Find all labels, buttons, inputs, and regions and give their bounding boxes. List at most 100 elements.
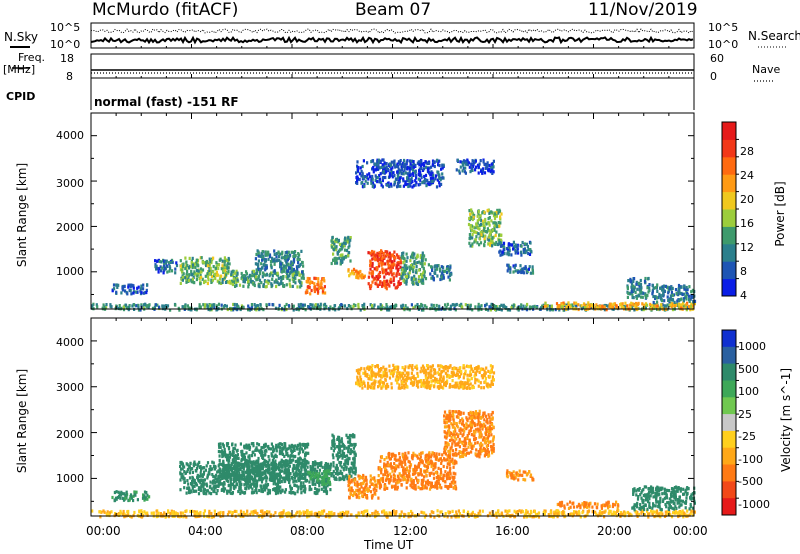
cell [521, 240, 524, 245]
cell [475, 224, 478, 228]
cell [318, 468, 321, 472]
cell [355, 171, 358, 175]
cell [191, 470, 194, 474]
cell [671, 302, 674, 306]
cell [347, 445, 351, 449]
cell [130, 292, 133, 296]
cell [381, 259, 384, 263]
cell [348, 244, 351, 248]
cell [252, 468, 255, 472]
cell [364, 495, 368, 499]
cell [286, 475, 289, 479]
cell [373, 483, 376, 487]
cell [177, 306, 180, 310]
cell [360, 169, 363, 173]
cell [419, 178, 422, 182]
cell [530, 305, 533, 309]
cell [191, 265, 194, 270]
cell [337, 455, 340, 459]
cell [479, 159, 482, 163]
cell [280, 264, 283, 268]
cell [400, 276, 403, 280]
cell [238, 476, 241, 480]
cell [557, 305, 560, 309]
cell [316, 282, 319, 287]
cell [286, 451, 289, 455]
cell [350, 489, 353, 493]
cell [314, 486, 317, 490]
cell [506, 263, 509, 267]
cell [380, 263, 383, 267]
cell [388, 172, 391, 176]
cell [363, 175, 366, 179]
cell [450, 272, 453, 276]
cell [216, 489, 219, 493]
cell [208, 270, 211, 274]
cell [669, 285, 673, 289]
cell [487, 217, 490, 221]
cell [355, 269, 358, 273]
cell [277, 445, 280, 449]
cell [323, 484, 326, 488]
cell [634, 290, 637, 294]
cell [224, 258, 227, 262]
cell [651, 303, 654, 308]
cell [378, 282, 381, 286]
cell [324, 480, 328, 484]
cell [378, 274, 381, 278]
cell [282, 284, 285, 288]
cell [350, 461, 353, 465]
cell [510, 253, 513, 257]
cell [314, 288, 317, 292]
cell [253, 303, 256, 307]
cell [494, 233, 497, 238]
cell [669, 302, 672, 306]
cell [367, 251, 370, 255]
cell [282, 255, 285, 260]
cell [161, 266, 164, 270]
cell [231, 442, 234, 446]
cell [351, 433, 355, 437]
cell [442, 265, 445, 269]
cell [306, 285, 309, 289]
cell [299, 481, 303, 485]
cell [350, 486, 353, 490]
cell [261, 258, 264, 262]
cell [300, 487, 303, 491]
cell [291, 454, 295, 458]
cell [220, 474, 223, 478]
cell [240, 452, 243, 456]
cell [284, 251, 287, 255]
cell [391, 273, 394, 277]
cell [347, 480, 350, 484]
cell [307, 461, 310, 465]
cell [605, 308, 608, 312]
cell [309, 303, 312, 307]
cell [262, 284, 265, 288]
cell [304, 451, 308, 455]
cell [377, 158, 380, 162]
cell [181, 265, 185, 269]
cell [414, 277, 417, 281]
cell [632, 302, 635, 306]
cell [386, 183, 389, 187]
cell [160, 269, 163, 273]
cell [212, 479, 215, 483]
cell [155, 264, 158, 268]
cell [330, 446, 333, 450]
cell [202, 479, 205, 483]
cell [380, 183, 383, 187]
cell [294, 444, 297, 448]
cell [390, 173, 393, 177]
cell [206, 272, 209, 276]
cell [667, 291, 670, 295]
cell [388, 259, 391, 263]
cell [249, 469, 252, 473]
cell [304, 479, 307, 483]
cell [531, 305, 534, 309]
cell [341, 257, 344, 261]
cell [254, 272, 257, 276]
cell [405, 275, 408, 279]
cell [411, 185, 414, 189]
cell [212, 265, 215, 269]
